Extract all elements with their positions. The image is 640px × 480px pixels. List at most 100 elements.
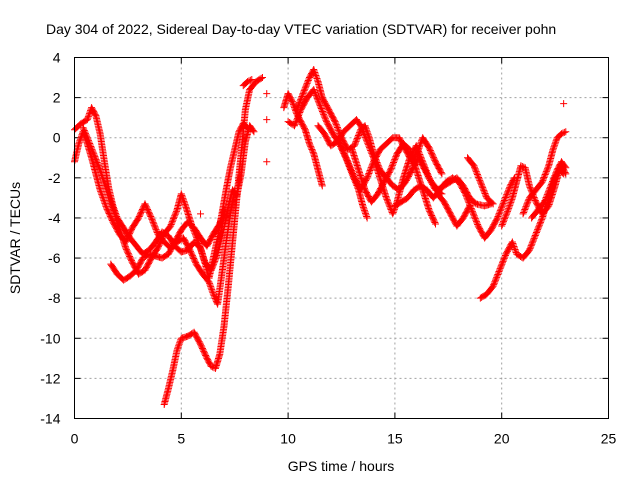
data-point <box>96 164 104 172</box>
data-point <box>491 276 499 284</box>
data-point <box>334 125 342 133</box>
data-point <box>507 198 515 206</box>
data-point <box>368 161 376 169</box>
data-point <box>301 84 309 92</box>
data-point <box>464 196 472 204</box>
data-point <box>360 130 368 138</box>
y-tick-label: -8 <box>48 290 61 306</box>
data-point <box>498 221 506 229</box>
data-point <box>501 213 509 221</box>
data-point <box>391 156 399 164</box>
data-point <box>209 262 217 270</box>
data-point <box>171 212 179 220</box>
data-point <box>463 194 471 202</box>
data-point <box>310 87 318 95</box>
data-point <box>80 125 88 133</box>
y-tick-label: -2 <box>48 170 61 186</box>
data-point <box>542 195 550 203</box>
data-point <box>180 197 188 205</box>
data-point <box>210 259 218 267</box>
series-trace-11 <box>348 140 439 228</box>
data-point <box>495 268 503 276</box>
x-tick-label: 20 <box>494 431 510 447</box>
data-point <box>489 200 497 208</box>
data-point <box>560 100 568 108</box>
data-point <box>416 141 424 149</box>
data-point <box>85 138 93 146</box>
data-point <box>390 207 398 215</box>
data-point <box>541 171 549 179</box>
data-point <box>89 147 97 155</box>
data-point <box>479 184 487 192</box>
data-point <box>471 163 479 171</box>
data-point <box>181 199 189 207</box>
data-point <box>357 122 365 130</box>
data-point <box>535 221 543 229</box>
data-point <box>541 172 549 180</box>
data-point <box>362 135 370 143</box>
data-point <box>174 345 182 353</box>
data-point <box>108 201 116 209</box>
data-point <box>102 202 110 210</box>
data-point <box>358 125 366 133</box>
data-point <box>525 246 533 254</box>
data-point <box>548 179 556 187</box>
data-point <box>537 217 545 225</box>
data-point <box>362 209 370 217</box>
data-point <box>359 128 367 136</box>
data-point <box>384 198 392 206</box>
data-point <box>311 69 319 77</box>
data-point <box>87 142 95 150</box>
data-point <box>480 188 488 196</box>
data-point <box>494 269 502 277</box>
data-point <box>524 198 532 206</box>
data-point <box>103 187 111 195</box>
data-point <box>498 222 506 230</box>
data-point <box>303 81 311 89</box>
data-point <box>104 190 112 198</box>
data-point <box>512 247 520 255</box>
data-point <box>414 146 422 154</box>
data-point <box>522 203 530 211</box>
data-point <box>357 123 365 131</box>
data-point <box>415 144 423 152</box>
data-point <box>420 161 428 169</box>
data-point <box>538 215 546 223</box>
data-point <box>98 192 106 200</box>
data-point <box>368 162 376 170</box>
data-point <box>351 139 359 147</box>
data-point <box>367 146 375 154</box>
series-trace-13 <box>434 190 474 230</box>
data-point <box>365 168 373 176</box>
data-point <box>306 141 314 149</box>
data-point <box>81 128 89 136</box>
data-point <box>343 156 351 164</box>
data-point <box>523 200 531 208</box>
data-point <box>508 195 516 203</box>
data-point <box>478 182 486 190</box>
data-point <box>296 97 304 105</box>
data-point <box>534 226 542 234</box>
data-point <box>263 116 271 124</box>
data-point <box>461 190 469 198</box>
data-point <box>319 109 327 117</box>
data-point <box>388 163 396 171</box>
data-point <box>302 82 310 90</box>
data-point <box>494 212 502 220</box>
data-point <box>365 142 373 150</box>
data-point <box>293 114 301 122</box>
data-point <box>552 137 560 145</box>
data-point <box>106 196 114 204</box>
data-point <box>295 110 303 118</box>
data-point <box>208 265 216 273</box>
chart-title: Day 304 of 2022, Sidereal Day-to-day VTE… <box>46 21 556 37</box>
series-trace-17 <box>519 128 570 218</box>
data-point <box>148 215 156 223</box>
data-point <box>498 204 506 212</box>
data-point <box>90 151 98 159</box>
data-point <box>361 133 369 141</box>
data-point <box>360 205 368 213</box>
data-point <box>470 162 478 170</box>
data-point <box>549 144 557 152</box>
data-point <box>558 130 566 138</box>
